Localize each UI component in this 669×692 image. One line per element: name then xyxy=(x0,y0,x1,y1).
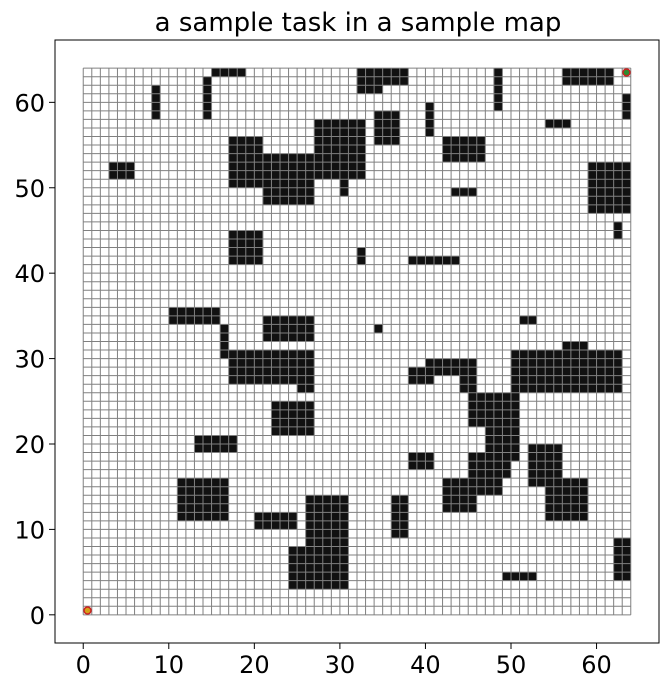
y-tick-label: 60 xyxy=(14,89,45,117)
y-tick-label: 20 xyxy=(14,431,45,459)
obstacle-block-7 xyxy=(493,68,503,111)
y-tick-label: 0 xyxy=(30,602,45,630)
x-tick-label: 10 xyxy=(154,651,185,679)
y-tick-label: 50 xyxy=(14,175,45,203)
axis-ticks: 0 10 20 30 40 50 60 0 10 20 30 40 50 60 xyxy=(14,89,611,679)
y-tick-label: 40 xyxy=(14,260,45,288)
obstacle-block-17 xyxy=(451,187,477,197)
obstacle-block-5 xyxy=(203,76,212,120)
chart-title: a sample task in a sample map xyxy=(155,8,562,38)
x-tick-label: 30 xyxy=(325,651,356,679)
obstacle-block-53 xyxy=(545,478,588,521)
obstacle-block-10 xyxy=(305,153,366,180)
start-marker xyxy=(83,606,92,615)
marker-layer xyxy=(83,68,631,615)
obstacle-block-20 xyxy=(545,119,571,128)
x-tick-label: 60 xyxy=(581,651,612,679)
y-tick-label: 10 xyxy=(14,516,45,544)
x-tick-label: 20 xyxy=(239,651,270,679)
x-tick-label: 40 xyxy=(410,651,441,679)
x-tick-label: 50 xyxy=(496,651,527,679)
y-tick-label: 30 xyxy=(14,346,45,374)
goal-marker xyxy=(622,68,631,77)
obstacle-block-19 xyxy=(622,93,631,120)
obstacle-block-16 xyxy=(442,136,486,163)
obstacle-block-28 xyxy=(374,324,383,333)
grid-lines xyxy=(82,67,632,616)
obstacle-block-2 xyxy=(357,85,383,94)
x-tick-label: 0 xyxy=(76,651,91,679)
obstacle-block-49 xyxy=(305,495,349,590)
